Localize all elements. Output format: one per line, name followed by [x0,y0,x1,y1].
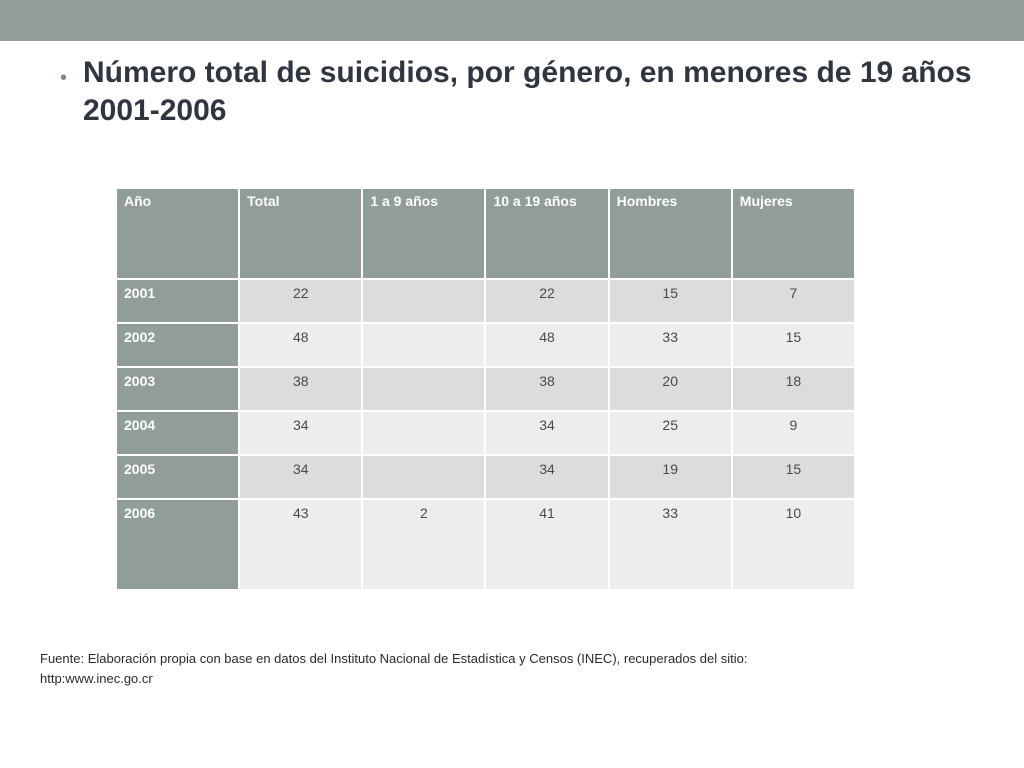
cell-total: 34 [240,412,364,456]
top-banner [0,0,1024,41]
cell-age-1-9 [363,324,487,368]
bullet-icon: • [60,67,68,89]
table-header-row: Año Total 1 a 9 años 10 a 19 años Hombre… [117,189,856,280]
cell-year: 2002 [117,324,241,368]
header-year: Año [117,189,241,280]
header-age-10-19: 10 a 19 años [486,189,610,280]
cell-men: 15 [609,280,733,324]
table-row: 2001 22 22 15 7 [117,280,856,324]
cell-age-1-9 [363,412,487,456]
cell-women: 9 [732,412,856,456]
header-age-1-9: 1 a 9 años [363,189,487,280]
cell-women: 10 [732,500,856,591]
cell-women: 7 [732,280,856,324]
table-row: 2002 48 48 33 15 [117,324,856,368]
cell-total: 43 [240,500,364,591]
cell-total: 38 [240,368,364,412]
cell-men: 25 [609,412,733,456]
cell-age-1-9 [363,456,487,500]
cell-year: 2006 [117,500,241,591]
cell-women: 15 [732,456,856,500]
table-row: 2005 34 34 19 15 [117,456,856,500]
cell-age-1-9: 2 [363,500,487,591]
cell-total: 48 [240,324,364,368]
cell-age-10-19: 38 [486,368,610,412]
cell-women: 18 [732,368,856,412]
suicides-table: Año Total 1 a 9 años 10 a 19 años Hombre… [117,189,856,591]
table-row: 2003 38 38 20 18 [117,368,856,412]
cell-total: 34 [240,456,364,500]
cell-men: 19 [609,456,733,500]
cell-age-10-19: 34 [486,456,610,500]
slide-title: Número total de suicidios, por género, e… [83,56,972,127]
cell-year: 2001 [117,280,241,324]
table-row: 2004 34 34 25 9 [117,412,856,456]
cell-year: 2004 [117,412,241,456]
cell-women: 15 [732,324,856,368]
cell-age-10-19: 34 [486,412,610,456]
cell-year: 2005 [117,456,241,500]
cell-age-10-19: 48 [486,324,610,368]
header-total: Total [240,189,364,280]
cell-total: 22 [240,280,364,324]
cell-age-1-9 [363,368,487,412]
cell-age-10-19: 41 [486,500,610,591]
header-men: Hombres [609,189,733,280]
cell-men: 33 [609,500,733,591]
cell-age-1-9 [363,280,487,324]
source-note: Fuente: Elaboración propia con base en d… [40,649,1000,689]
header-women: Mujeres [732,189,856,280]
source-line-1: Fuente: Elaboración propia con base en d… [40,651,748,666]
cell-age-10-19: 22 [486,280,610,324]
table-row: 2006 43 2 41 33 10 [117,500,856,591]
source-line-2: http:www.inec.go.cr [40,671,153,686]
cell-year: 2003 [117,368,241,412]
cell-men: 20 [609,368,733,412]
cell-men: 33 [609,324,733,368]
